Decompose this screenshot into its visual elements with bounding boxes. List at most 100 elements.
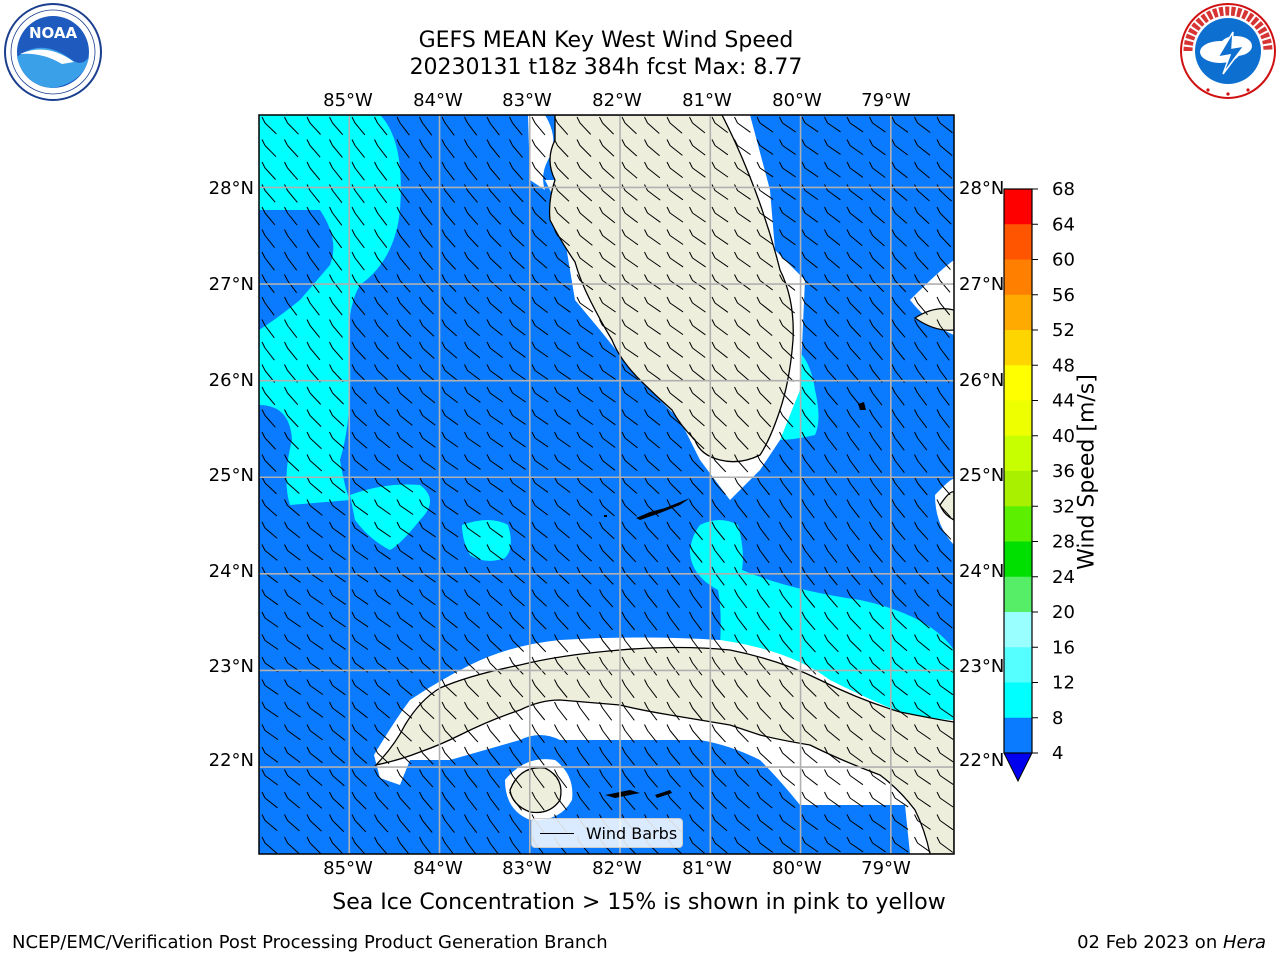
wind-barb [734, 544, 748, 564]
wind-barb [869, 836, 886, 853]
wind-barb [486, 229, 502, 247]
wind-barb [846, 791, 864, 808]
wind-barb [486, 746, 501, 766]
wind-barb [396, 724, 412, 742]
wind-barb [576, 634, 591, 653]
wind-barb [621, 724, 635, 744]
wind-barb [801, 251, 818, 269]
wind-barb [599, 409, 616, 426]
wind-barb [734, 769, 750, 787]
wind-barb [306, 409, 322, 427]
wind-barb [824, 791, 841, 808]
wind-barb [711, 611, 725, 631]
wind-barb [329, 386, 344, 405]
wind-barb [374, 589, 391, 605]
wind-barb [306, 206, 320, 226]
wind-barb [441, 791, 456, 811]
wind-barb [689, 454, 705, 472]
wind-barb [621, 161, 638, 179]
wind-barb [666, 431, 683, 449]
wind-barb [666, 611, 680, 631]
wind-barb [351, 116, 366, 136]
colorbar-bin [1004, 647, 1032, 683]
wind-barb [666, 589, 680, 609]
wind-barb [351, 229, 365, 249]
wind-barb [689, 589, 703, 609]
wind-barb [396, 161, 410, 181]
wind-barb [486, 139, 501, 158]
wind-barb [576, 274, 594, 291]
colorbar-bin [1004, 717, 1032, 754]
wind-barb [666, 701, 680, 721]
wind-barb [306, 589, 324, 605]
wind-barb [486, 544, 503, 561]
wind-barb [329, 161, 343, 181]
wind-barb [531, 274, 548, 291]
wind-barb [599, 386, 616, 403]
wind-barb [284, 274, 298, 294]
wind-barb [846, 769, 864, 786]
wind-barb [891, 679, 908, 696]
wind-barb [711, 229, 729, 245]
wind-barb [644, 656, 658, 676]
wind-barb [891, 454, 905, 474]
wind-barb [419, 229, 433, 248]
lat-label-left: 25°N [209, 465, 254, 486]
wind-barb [509, 746, 523, 766]
wind-barb [824, 656, 840, 675]
wind-barb [351, 679, 368, 696]
colorbar-tick-label: 52 [1052, 320, 1075, 341]
wind-barb [666, 521, 681, 540]
wind-barb [711, 679, 726, 698]
wind-barb [576, 116, 592, 135]
wind-barb [419, 161, 433, 181]
wind-barb [261, 679, 279, 695]
colorbar-label: Wind Speed [m/s] [1074, 374, 1100, 570]
wind-barb [644, 161, 661, 179]
wind-barb [486, 521, 504, 538]
colorbar-tick-label: 44 [1052, 391, 1075, 412]
wind-barb [644, 319, 661, 335]
wind-barb [824, 769, 841, 786]
wind-barb [801, 814, 819, 831]
wind-barb [779, 409, 794, 428]
wind-barb [576, 364, 594, 380]
wind-barb [329, 274, 343, 294]
wind-barb [576, 746, 590, 766]
wind-barb [261, 229, 275, 248]
wind-barb [419, 386, 436, 404]
wind-barb [306, 769, 323, 786]
wind-barb [824, 274, 840, 292]
wind-barb [531, 319, 549, 336]
wind-barb [576, 769, 590, 789]
wind-barb [824, 251, 841, 269]
wind-barb [531, 139, 546, 158]
wind-barb [284, 386, 299, 406]
colorbar-tick-label: 32 [1052, 496, 1075, 517]
wind-barb [914, 116, 931, 133]
wind-barb [486, 251, 502, 270]
wind-barb [351, 161, 365, 181]
colorbar-bin [1004, 259, 1032, 296]
wind-barb [689, 814, 705, 832]
wind-barb [734, 341, 751, 359]
wind-barb [914, 274, 929, 293]
wind-barb [351, 206, 365, 226]
wind-barb [801, 724, 818, 742]
colorbar [1003, 188, 1033, 783]
wind-barb [554, 634, 569, 653]
wind-barb [644, 724, 658, 743]
wind-barb [734, 701, 749, 720]
wind-barb [284, 431, 299, 450]
wind-barb [374, 431, 391, 449]
wind-barb [441, 161, 455, 181]
wind-barb [396, 814, 411, 833]
wind-barb [666, 544, 681, 563]
wind-barb [869, 139, 886, 156]
wind-barb [914, 701, 931, 718]
wind-barb [441, 139, 455, 159]
wind-barb [891, 566, 907, 585]
wind-barb [779, 679, 794, 698]
wind-barb [396, 341, 412, 360]
wind-barb [284, 634, 301, 650]
